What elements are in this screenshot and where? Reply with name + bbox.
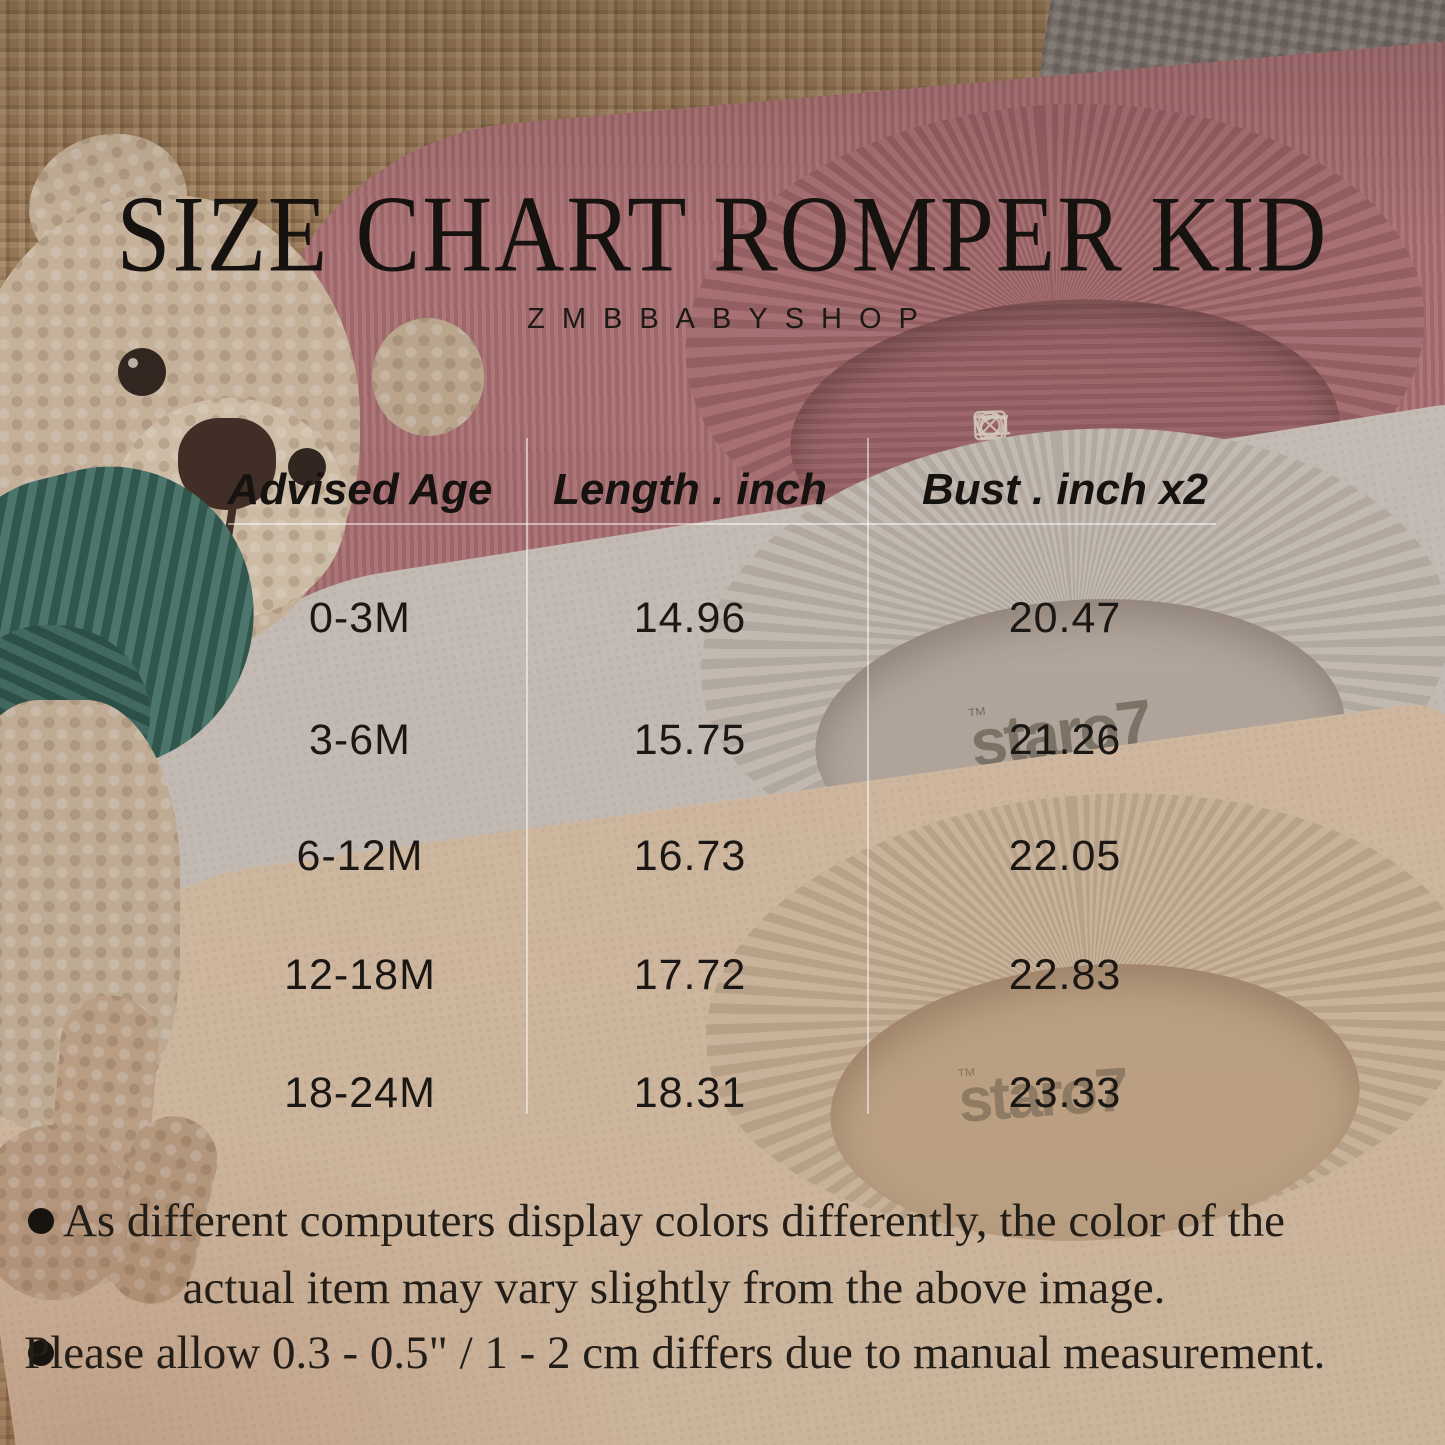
bear-eye xyxy=(288,448,326,486)
age-cell: 12-18M xyxy=(284,951,436,999)
no-dry-clean-icon xyxy=(976,411,1004,438)
table-row: 6-12M 16.73 22.05 xyxy=(0,824,1445,888)
length-cell: 15.75 xyxy=(633,716,747,764)
page-title: SIZE CHART ROMPER KID xyxy=(116,174,1329,295)
iron-icon xyxy=(976,416,1011,436)
table-header-row: Advised Age Length . inch Bust . inch x2 xyxy=(0,458,1445,522)
bear-ear xyxy=(372,318,484,436)
length-cell: 17.72 xyxy=(633,951,747,999)
age-cell: 0-3M xyxy=(309,594,411,642)
column-header-bust: Bust . inch x2 xyxy=(921,465,1209,514)
bust-cell: 20.47 xyxy=(1008,594,1122,642)
age-cell: 18-24M xyxy=(284,1069,436,1117)
table-row: 18-24M 18.31 23.33 xyxy=(0,1061,1445,1125)
bullet-icon xyxy=(28,1208,54,1234)
note-text: As different computers display colors di… xyxy=(62,1195,1286,1314)
table-row: 3-6M 15.75 21.26 xyxy=(0,708,1445,772)
bear-eye xyxy=(118,348,166,396)
bust-cell: 21.26 xyxy=(1008,716,1122,764)
length-cell: 14.96 xyxy=(633,594,747,642)
table-header-divider xyxy=(228,523,1216,525)
eye-highlight xyxy=(128,358,138,368)
bust-cell: 22.83 xyxy=(1008,951,1122,999)
age-cell: 3-6M xyxy=(309,716,411,764)
column-header-length: Length . inch xyxy=(553,465,827,514)
column-header-age: Advised Age xyxy=(227,465,493,514)
table-column-divider xyxy=(526,438,528,1114)
table-row: 12-18M 17.72 22.83 xyxy=(0,943,1445,1007)
bust-cell: 23.33 xyxy=(1008,1069,1122,1117)
shop-name: ZMBBABYSHOP xyxy=(527,303,935,335)
bear-paw xyxy=(0,1125,130,1300)
age-cell: 6-12M xyxy=(296,832,424,880)
length-cell: 16.73 xyxy=(633,832,747,880)
note-text: Please allow 0.3 - 0.5" / 1 - 2 cm diffe… xyxy=(24,1327,1326,1379)
length-cell: 18.31 xyxy=(633,1069,747,1117)
bust-cell: 22.05 xyxy=(1008,832,1122,880)
table-row: 0-3M 14.96 20.47 xyxy=(0,586,1445,650)
bullet-icon xyxy=(28,1340,54,1366)
table-column-divider xyxy=(867,438,869,1114)
care-label-icons xyxy=(971,401,1172,448)
